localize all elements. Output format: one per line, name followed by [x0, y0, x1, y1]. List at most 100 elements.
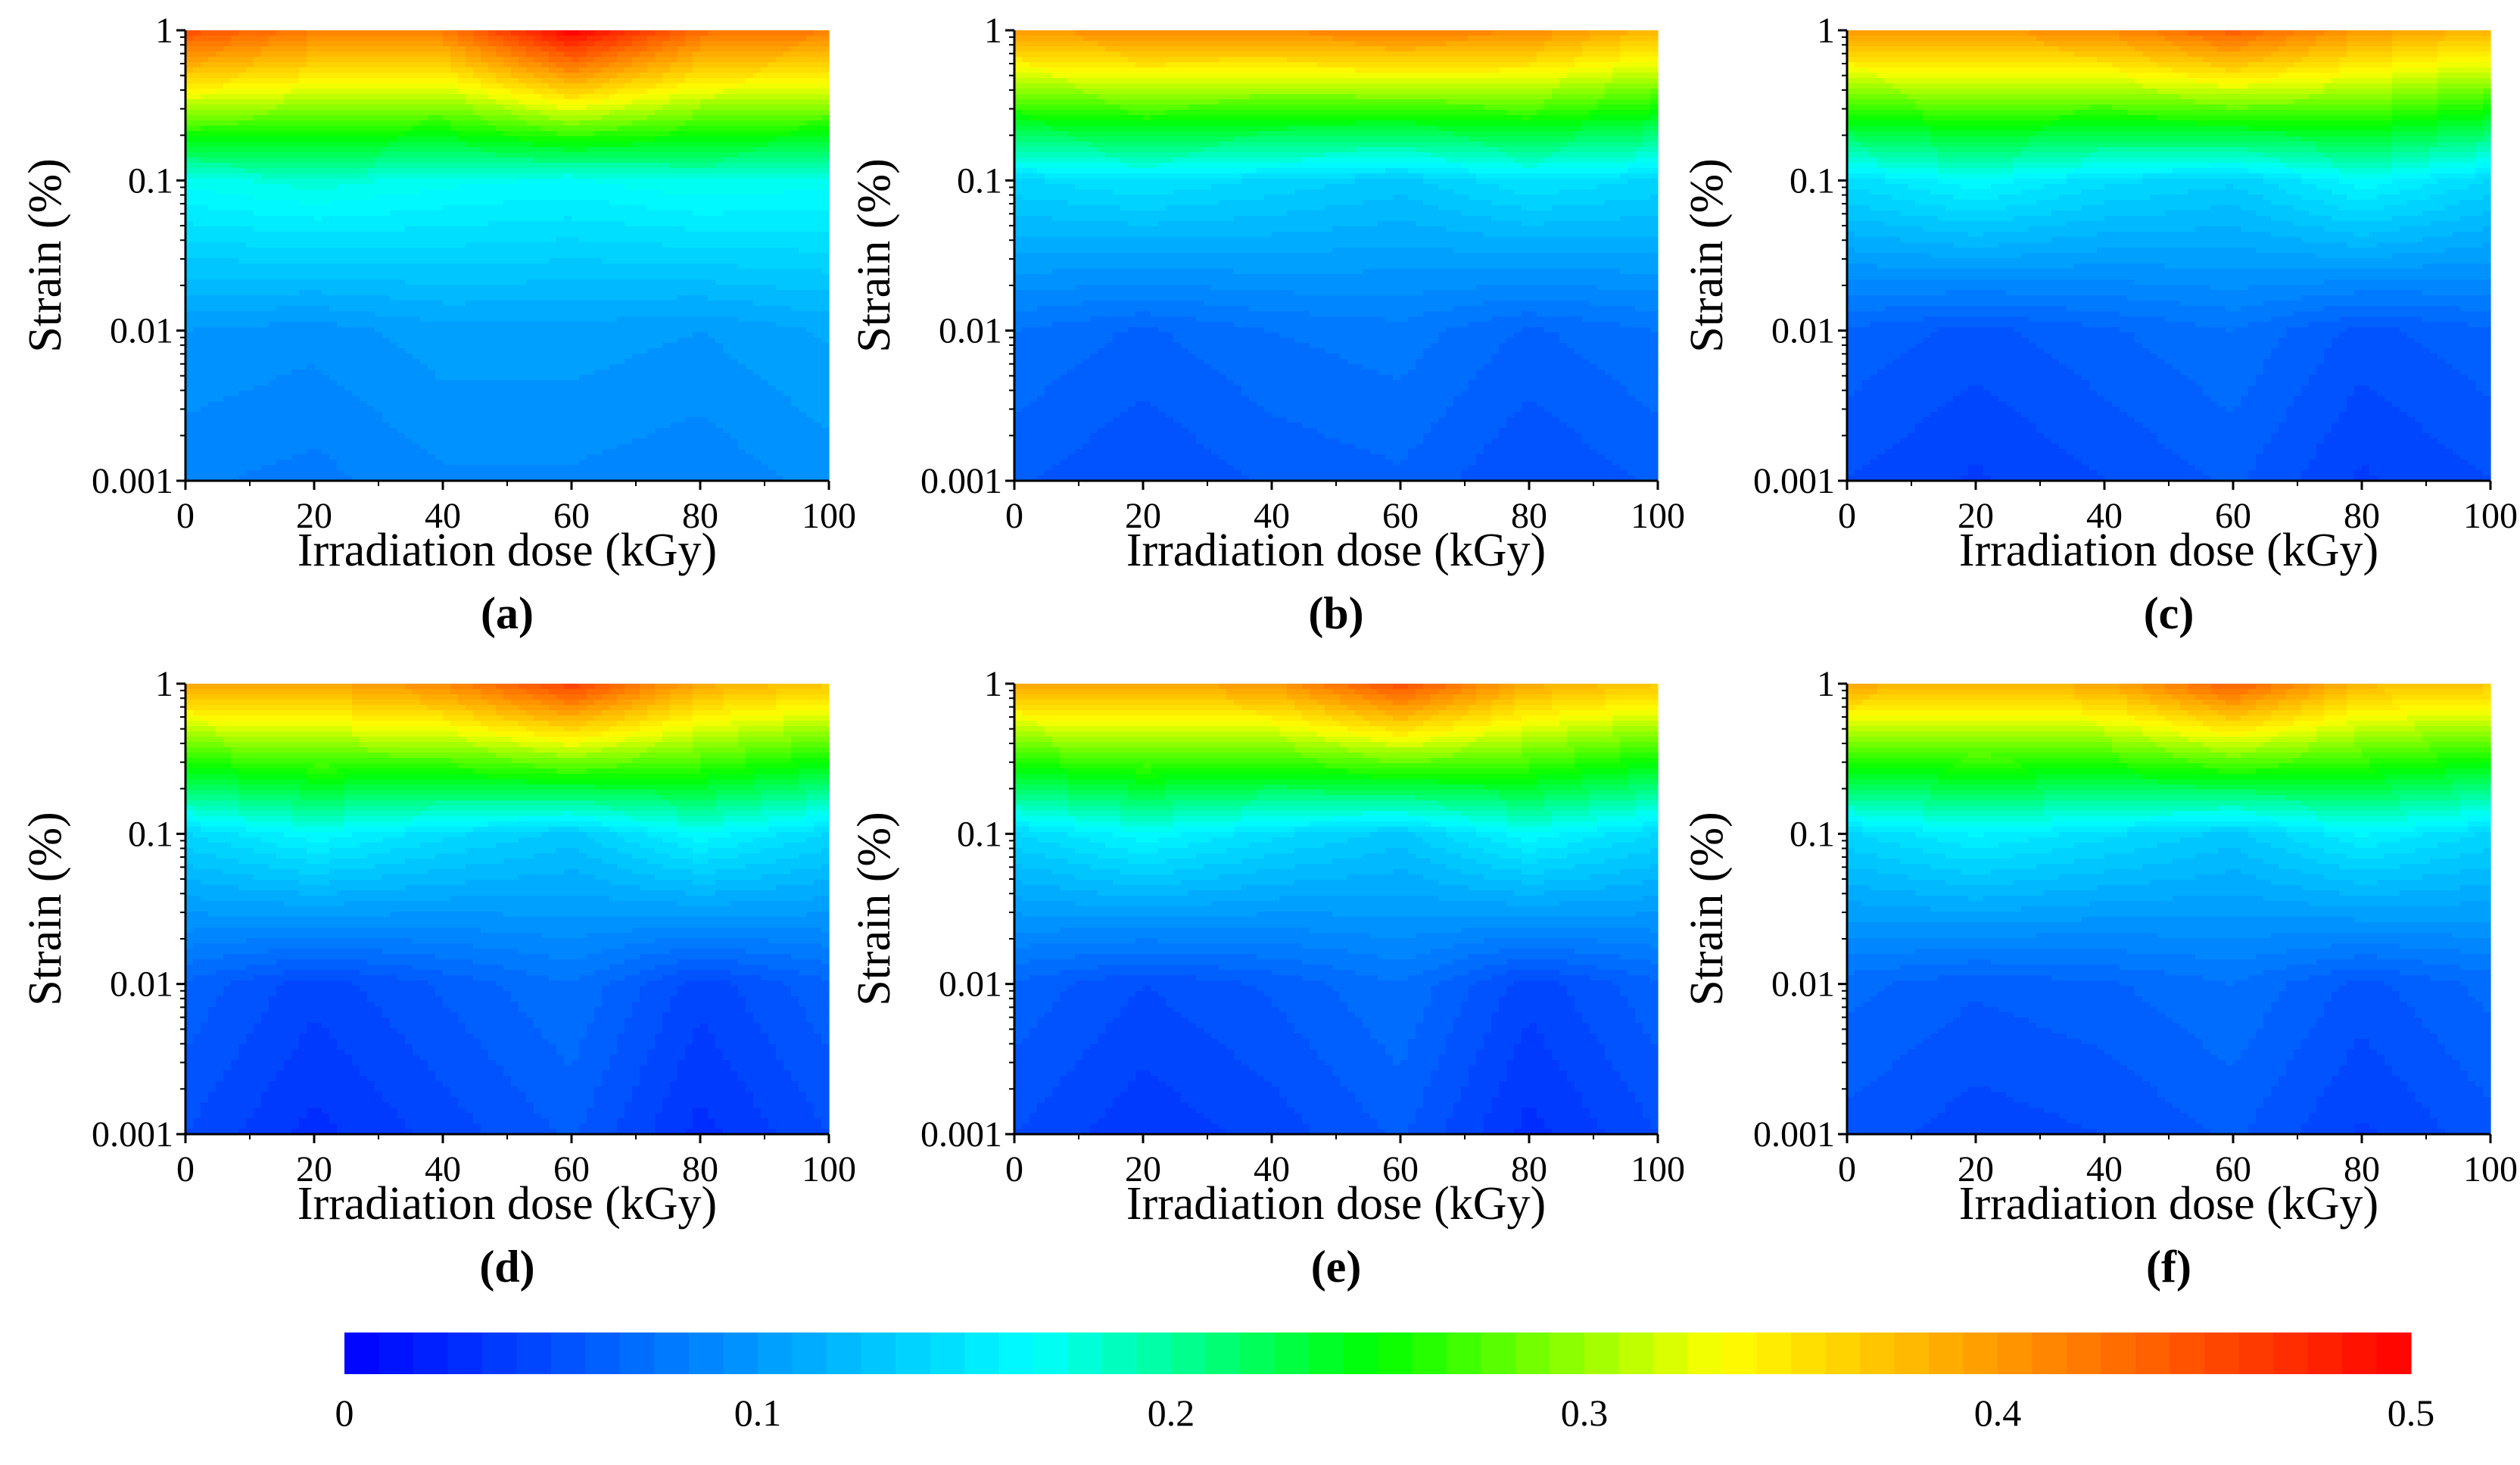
heatmap-cell	[632, 41, 640, 47]
heatmap-cell	[314, 62, 322, 68]
heatmap-cell	[488, 46, 497, 52]
heatmap-cell	[587, 67, 595, 73]
heatmap-cell	[738, 51, 746, 58]
heatmap-cell	[503, 30, 512, 36]
heatmap-cell	[602, 57, 610, 63]
heatmap-cell	[806, 57, 815, 63]
heatmap-cell	[344, 41, 353, 47]
heatmap-cell	[564, 46, 572, 52]
heatmap-cell	[435, 67, 444, 73]
heatmap-cell	[806, 41, 815, 47]
heatmap-cell	[693, 51, 701, 58]
heatmap-cell	[526, 30, 534, 36]
heatmap-cell	[481, 73, 489, 79]
heatmap-cell	[337, 73, 345, 79]
heatmap-cell	[579, 62, 587, 68]
heatmap-cell	[382, 36, 391, 42]
heatmap-cell	[791, 30, 799, 36]
heatmap-cell	[821, 51, 830, 58]
heatmap-cell	[291, 41, 300, 47]
heatmap-cell	[556, 41, 565, 47]
heatmap-cell	[269, 51, 277, 58]
heatmap-cell	[768, 67, 777, 73]
heatmap-cell	[617, 78, 625, 84]
heatmap-cell	[730, 73, 739, 79]
heatmap-cell	[397, 41, 406, 47]
heatmap-cell	[254, 30, 262, 36]
heatmap-cell	[730, 36, 739, 42]
heatmap-cell	[587, 30, 595, 36]
heatmap-cell	[609, 67, 618, 73]
heatmap-cell	[549, 62, 557, 68]
heatmap-cell	[632, 67, 640, 73]
heatmap-cell	[617, 51, 625, 58]
heatmap-cell	[276, 51, 285, 58]
heatmap-cell	[776, 67, 784, 73]
heatmap-cell	[625, 62, 633, 68]
heatmap-cell	[428, 30, 436, 36]
heatmap-cell	[254, 41, 262, 47]
heatmap-cell	[450, 51, 459, 58]
heatmap-cell	[216, 46, 224, 52]
heatmap-cell	[791, 73, 799, 79]
heatmap-cell	[511, 30, 519, 36]
heatmap-cell	[185, 36, 194, 42]
heatmap-cell	[435, 78, 444, 84]
heatmap-cell	[405, 62, 413, 68]
heatmap-cell	[564, 62, 572, 68]
heatmap-cell	[307, 51, 315, 58]
heatmap-cell	[284, 62, 292, 68]
heatmap-cell	[519, 46, 527, 52]
heatmap-cell	[655, 41, 663, 47]
heatmap-cell	[231, 41, 239, 47]
heatmap-cell	[587, 46, 595, 52]
heatmap-cell	[488, 57, 497, 63]
heatmap-cell	[655, 78, 663, 84]
heatmap-cell	[632, 73, 640, 79]
heatmap-cell	[715, 36, 724, 42]
heatmap-cell	[799, 57, 807, 63]
heatmap-cell	[223, 78, 232, 84]
heatmap-cell	[397, 73, 406, 79]
heatmap-cell	[352, 73, 360, 79]
heatmap-cell	[541, 67, 550, 73]
heatmap-cell	[216, 41, 224, 47]
heatmap-cell	[291, 57, 300, 63]
heatmap-cell	[655, 36, 663, 42]
heatmap-cell	[753, 30, 762, 36]
heatmap-cell	[715, 57, 724, 63]
heatmap-cell	[776, 36, 784, 42]
heatmap-cell	[246, 46, 254, 52]
heatmap-cell	[783, 46, 792, 52]
heatmap-cell	[276, 30, 285, 36]
heatmap-cell	[299, 36, 307, 42]
heatmap-cell	[458, 30, 466, 36]
heatmap-cell	[791, 57, 799, 63]
heatmap-cell	[700, 36, 709, 42]
heatmap-cell	[730, 30, 739, 36]
heatmap-cell	[693, 57, 701, 63]
heatmap-cell	[753, 36, 762, 42]
heatmap-cell	[746, 30, 754, 36]
heatmap-cell	[238, 46, 247, 52]
heatmap-cell	[511, 36, 519, 42]
heatmap-cell	[799, 36, 807, 42]
heatmap-cell	[768, 41, 777, 47]
heatmap-cell	[276, 78, 285, 84]
heatmap-cell	[730, 51, 739, 58]
heatmap-cell	[655, 46, 663, 52]
heatmap-cell	[458, 57, 466, 63]
heatmap-cell	[375, 57, 383, 63]
heatmap-cell	[746, 51, 754, 58]
heatmap-cell	[322, 78, 330, 84]
heatmap-cell	[791, 46, 799, 52]
heatmap-cell	[496, 62, 504, 68]
heatmap-cell	[269, 46, 277, 52]
heatmap-cell	[261, 67, 269, 73]
heatmap-cell	[534, 41, 542, 47]
heatmap-cell	[254, 46, 262, 52]
heatmap-cell	[503, 41, 512, 47]
heatmap-cell	[708, 67, 716, 73]
heatmap-cell	[814, 36, 822, 42]
heatmap-cell	[488, 41, 497, 47]
